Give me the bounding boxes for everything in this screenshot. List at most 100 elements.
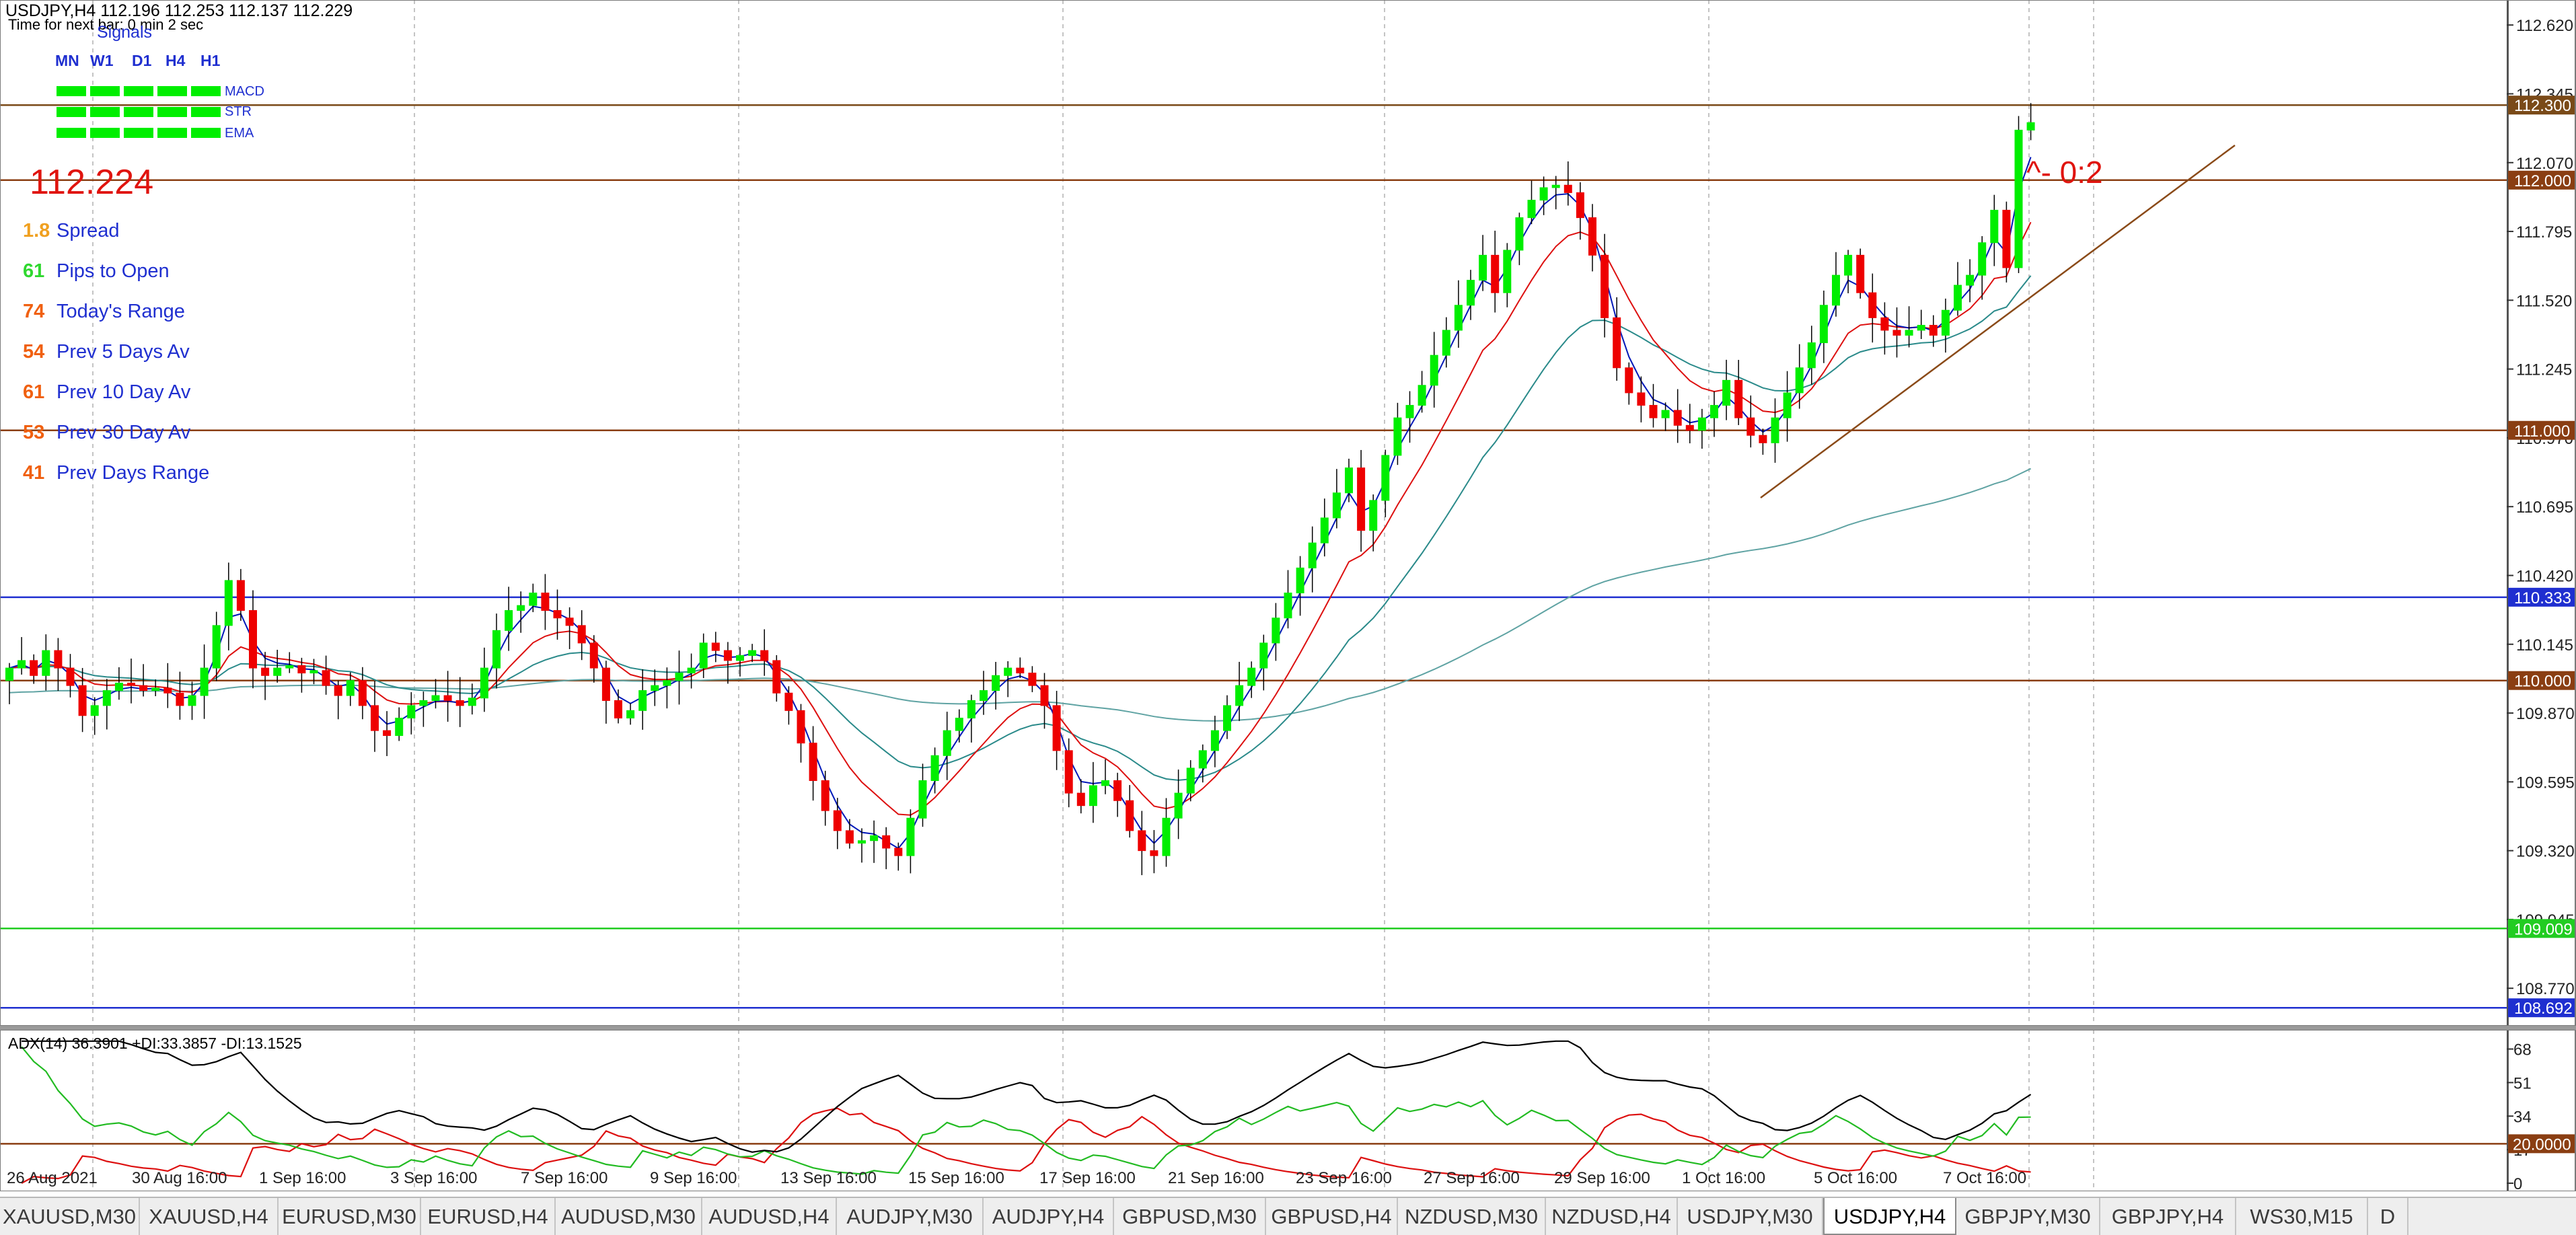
chart-tab[interactable]: EURUSD,M30 <box>279 1198 421 1235</box>
time-axis-label: 7 Sep 16:00 <box>521 1169 608 1187</box>
chart-tab[interactable]: GBPUSD,M30 <box>1114 1198 1266 1235</box>
candle-body <box>78 685 87 716</box>
candle-body <box>723 650 732 661</box>
candle-body <box>626 710 635 718</box>
candle-body <box>30 660 38 676</box>
candle-body <box>1272 618 1280 644</box>
candle-body <box>992 675 1000 691</box>
candle-body <box>772 660 781 694</box>
chart-tab[interactable]: WS30,M15 <box>2236 1198 2368 1235</box>
candle-body <box>882 835 891 849</box>
indicator-label: MACD <box>225 84 264 99</box>
adx-series-line <box>22 1040 2032 1153</box>
chart-tab[interactable]: USDJPY,M30 <box>1678 1198 1823 1235</box>
candle-body <box>1722 379 1731 406</box>
signal-bar <box>124 128 153 138</box>
candle-body <box>1491 254 1500 293</box>
price-chart[interactable]: 112.620112.345112.070111.795111.520111.2… <box>0 0 2576 1026</box>
candle-body <box>797 710 805 744</box>
chart-tab[interactable]: AUDUSD,H4 <box>702 1198 837 1235</box>
candle-body <box>17 660 26 669</box>
candle-body <box>102 690 111 706</box>
signals-panel: MN W1 D1 H4 H1 MACD STR EMA <box>55 52 264 141</box>
candle-body <box>1259 642 1268 669</box>
info-value: 41 <box>23 462 44 484</box>
candle-body <box>419 700 428 706</box>
candle-body <box>638 690 647 711</box>
candle-body <box>760 650 769 661</box>
candle-body <box>1138 830 1146 852</box>
candle-body <box>285 665 294 669</box>
price-tick-label: 109.320 <box>2516 843 2575 861</box>
chart-tab[interactable]: EURUSD,H4 <box>421 1198 556 1235</box>
chart-tab[interactable]: XAUUSD,M30 <box>0 1198 140 1235</box>
candle-body <box>90 705 99 716</box>
candle-body <box>663 680 671 686</box>
candle-body <box>589 642 598 669</box>
tf-label: D1 <box>132 52 152 69</box>
candle-body <box>1954 285 1962 311</box>
time-axis-label: 9 Sep 16:00 <box>650 1169 737 1187</box>
level-price-label: 112.300 <box>2514 97 2571 115</box>
current-price-display: 112.224 <box>30 163 153 202</box>
candle-body <box>529 593 538 606</box>
candle-body <box>1418 385 1426 406</box>
candle-body <box>1783 392 1792 418</box>
chart-annotation: ^- 0:2 <box>2026 155 2103 190</box>
candle-body <box>918 780 927 819</box>
signal-bar <box>191 128 221 138</box>
chart-tab[interactable]: XAUUSD,H4 <box>140 1198 279 1235</box>
chart-tab[interactable]: D <box>2368 1198 2408 1235</box>
candle-body <box>297 665 306 674</box>
chart-tab[interactable]: AUDUSD,M30 <box>556 1198 702 1235</box>
candle-body <box>930 755 939 781</box>
time-axis-label: 27 Sep 16:00 <box>1424 1169 1520 1187</box>
candle-body <box>1734 379 1743 418</box>
candle-body <box>249 610 257 669</box>
trendline[interactable] <box>1760 144 2236 499</box>
candle-body <box>1296 567 1304 594</box>
candle-body <box>1064 750 1073 794</box>
candle-body <box>1759 435 1767 443</box>
chart-tab[interactable]: NZDUSD,M30 <box>1398 1198 1546 1235</box>
chart-tab[interactable]: GBPUSD,H4 <box>1266 1198 1398 1235</box>
chart-tab[interactable]: GBPJPY,M30 <box>1956 1198 2100 1235</box>
chart-tab[interactable]: AUDJPY,M30 <box>837 1198 984 1235</box>
adx-indicator-panel[interactable]: ADX(14) 36.3901 +DI:33.3857 -DI:13.1525 … <box>0 1030 2576 1191</box>
candle-body <box>1673 410 1682 426</box>
candle-body <box>1126 800 1134 831</box>
signal-bar <box>57 107 86 117</box>
candle-body <box>833 810 842 831</box>
candle-body <box>821 780 830 811</box>
time-axis-label: 26 Aug 2021 <box>7 1169 98 1187</box>
candle-body <box>1844 254 1853 276</box>
chart-tab[interactable]: AUDJPY,H4 <box>984 1198 1114 1235</box>
candle-body <box>1819 305 1828 344</box>
panel-separator[interactable] <box>0 1026 2576 1030</box>
candle-body <box>955 718 963 731</box>
candle-body <box>1210 730 1219 751</box>
candle-body <box>114 682 123 691</box>
candle-body <box>1527 200 1536 219</box>
candle-body <box>468 698 476 706</box>
candle-body <box>1551 184 1560 188</box>
price-tick-label: 110.420 <box>2516 567 2573 585</box>
time-axis-label: 1 Oct 16:00 <box>1682 1169 1766 1187</box>
candle-body <box>845 830 854 844</box>
adx-level-tag <box>2508 1134 2575 1154</box>
level-price-tag <box>2508 170 2575 190</box>
candle-body <box>1856 254 1865 293</box>
candle-body <box>1442 330 1450 356</box>
candle-body <box>5 667 13 681</box>
chart-tab[interactable]: GBPJPY,H4 <box>2100 1198 2236 1235</box>
moving-averages <box>9 157 2032 850</box>
candle-body <box>383 730 392 737</box>
chart-tab[interactable]: NZDUSD,H4 <box>1546 1198 1678 1235</box>
candle-body <box>675 673 684 681</box>
level-price-tag <box>2508 998 2575 1018</box>
candle-body <box>1052 705 1061 751</box>
candle-body <box>1795 367 1804 394</box>
adx-lines <box>21 1040 2032 1184</box>
chart-tab[interactable]: USDJPY,H4 <box>1823 1198 1956 1235</box>
candle-body <box>1905 330 1913 336</box>
